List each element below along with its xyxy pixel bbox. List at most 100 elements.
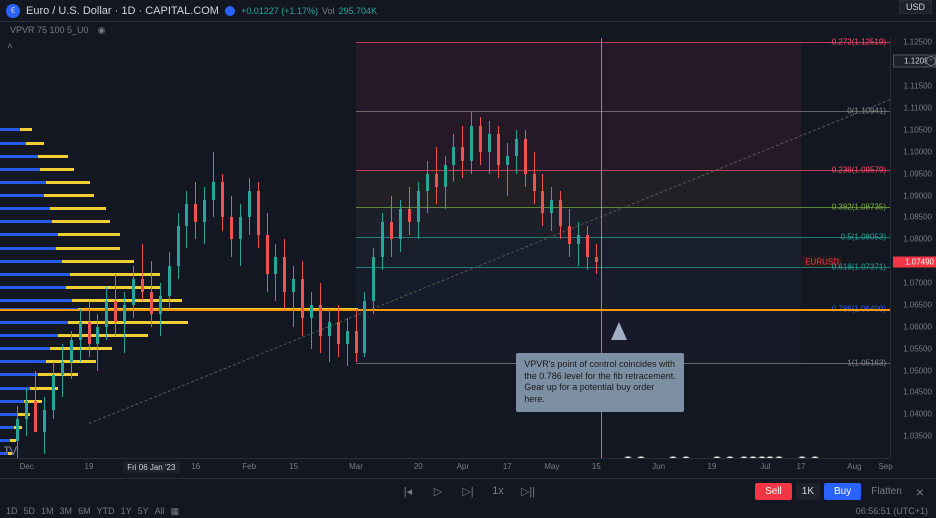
vp-row	[0, 273, 160, 276]
vol-label: Vol	[322, 6, 335, 16]
timeframe-1m[interactable]: 1M	[41, 506, 54, 516]
price-tick: 1.05000	[903, 366, 932, 375]
chart-area: EURUSD-0.272(1.12519)0(1.10941)0.236(1.0…	[0, 38, 936, 478]
price-tick: 1.12500	[903, 38, 932, 47]
price-tick: 1.11500	[904, 82, 932, 91]
indicator-name[interactable]: VPVR 75 100 5_U0	[10, 25, 89, 35]
time-tick: Feb	[242, 462, 256, 471]
indicator-visibility-icon[interactable]: ◉	[97, 25, 107, 35]
flatten-button[interactable]: Flatten	[865, 483, 908, 500]
timeframe-3m[interactable]: 3M	[60, 506, 73, 516]
fib-label: 0.236(1.09579)	[832, 166, 886, 175]
trade-panel: Sell 1K Buy Flatten ×	[755, 483, 928, 500]
timeframe-5y[interactable]: 5Y	[138, 506, 149, 516]
forward-button[interactable]: ▷||	[518, 483, 538, 499]
fib-line[interactable]	[356, 267, 890, 268]
indicator-bar: VPVR 75 100 5_U0 ◉	[0, 22, 936, 38]
vp-row	[0, 439, 16, 442]
vp-row	[0, 233, 120, 236]
fib-label: 0.382(1.08735)	[832, 203, 886, 212]
time-tick: 17	[797, 462, 806, 471]
qty-input[interactable]: 1K	[796, 483, 820, 500]
fib-line[interactable]	[356, 111, 890, 112]
vp-row	[0, 220, 110, 223]
price-tick: 1.06500	[903, 300, 932, 309]
time-tick: 16	[191, 462, 200, 471]
time-tick: Aug	[847, 462, 861, 471]
step-button[interactable]: ▷|	[458, 483, 478, 499]
timeframe-5d[interactable]: 5D	[24, 506, 36, 516]
time-tick: Mar	[349, 462, 363, 471]
calendar-icon[interactable]: ▦	[171, 506, 181, 516]
change-value: +0.01227 (+1.17%)	[241, 6, 318, 16]
time-tick: Jul	[760, 462, 770, 471]
time-axis[interactable]: Dec19Fri 06 Jan '2316Feb15Mar20Apr17May1…	[0, 458, 890, 478]
fib-label: 0.5(1.08053)	[841, 232, 886, 241]
playback-controls: |◂ ▷ ▷| 1x ▷||	[398, 483, 538, 499]
price-tick: 1.05500	[903, 344, 932, 353]
vp-row	[0, 334, 148, 337]
price-axis[interactable]: 1.125001.120001.115001.110001.105001.100…	[890, 38, 936, 458]
price-tick: 1.08500	[903, 213, 932, 222]
price-tick: 1.03500	[903, 432, 932, 441]
fib-label: 0.618(1.07371)	[832, 262, 886, 271]
vp-row	[0, 247, 120, 250]
timeframe-1y[interactable]: 1Y	[121, 506, 132, 516]
crosshair-add-icon[interactable]: +	[926, 56, 936, 66]
data-mode-badge	[225, 6, 235, 16]
header-bar: € Euro / U.S. Dollar · 1D · CAPITAL.COM …	[0, 0, 936, 22]
timeframe-row: 1D 5D 1M 3M 6M YTD 1Y 5Y All ▦	[6, 506, 181, 516]
fib-zone	[356, 170, 801, 207]
symbol-title[interactable]: Euro / U.S. Dollar · 1D · CAPITAL.COM	[26, 5, 219, 17]
symbol-icon[interactable]: €	[6, 4, 20, 18]
fib-line[interactable]	[356, 237, 890, 238]
price-tick: 1.11000	[904, 104, 932, 113]
time-tick: 17	[503, 462, 512, 471]
vp-row	[0, 347, 112, 350]
chart-pane[interactable]: EURUSD-0.272(1.12519)0(1.10941)0.236(1.0…	[0, 38, 890, 458]
vp-row	[0, 387, 58, 390]
fib-zone	[356, 42, 801, 111]
time-tick: 15	[592, 462, 601, 471]
buy-button[interactable]: Buy	[824, 483, 861, 500]
ohlc-readout: +0.01227 (+1.17%) Vol 295.704K	[241, 6, 377, 16]
price-tick: 1.06000	[903, 322, 932, 331]
vp-row	[0, 260, 134, 263]
vp-row	[0, 155, 68, 158]
callout-box[interactable]: VPVR's point of control coincides with t…	[516, 353, 684, 412]
vp-row	[0, 360, 96, 363]
fib-label: -0.272(1.12519)	[829, 38, 886, 46]
timeframe-1d[interactable]: 1D	[6, 506, 18, 516]
vp-row	[0, 373, 78, 376]
bottom-bar: |◂ ▷ ▷| 1x ▷|| Sell 1K Buy Flatten × 1D 5…	[0, 478, 936, 518]
time-tick: 19	[85, 462, 94, 471]
speed-label[interactable]: 1x	[488, 483, 508, 499]
fib-label: 1(1.05163)	[847, 359, 886, 368]
time-tick: 20	[414, 462, 423, 471]
time-tick: Jun	[652, 462, 665, 471]
currency-button[interactable]: USD	[899, 0, 932, 14]
price-tick: 1.08000	[903, 235, 932, 244]
sell-button[interactable]: Sell	[755, 483, 792, 500]
vp-row	[0, 207, 106, 210]
tradingview-logo: T⋁	[4, 445, 17, 456]
rewind-button[interactable]: |◂	[398, 483, 418, 499]
vp-row	[0, 299, 182, 302]
vp-row	[0, 128, 32, 131]
price-tick: 1.07000	[903, 279, 932, 288]
vp-row	[0, 194, 94, 197]
time-tick: 15	[289, 462, 298, 471]
price-tick: 1.09500	[903, 169, 932, 178]
clock: 06:56:51 (UTC+1)	[856, 506, 928, 516]
price-tick: 1.09000	[903, 191, 932, 200]
vp-row	[0, 286, 160, 289]
time-tick: Dec	[20, 462, 34, 471]
price-tick: 1.10500	[903, 125, 932, 134]
play-button[interactable]: ▷	[428, 483, 448, 499]
fib-line[interactable]	[356, 42, 890, 43]
close-icon[interactable]: ×	[912, 484, 928, 500]
timeframe-6m[interactable]: 6M	[78, 506, 91, 516]
price-tick: 1.04000	[903, 410, 932, 419]
timeframe-all[interactable]: All	[155, 506, 165, 516]
timeframe-ytd[interactable]: YTD	[97, 506, 115, 516]
